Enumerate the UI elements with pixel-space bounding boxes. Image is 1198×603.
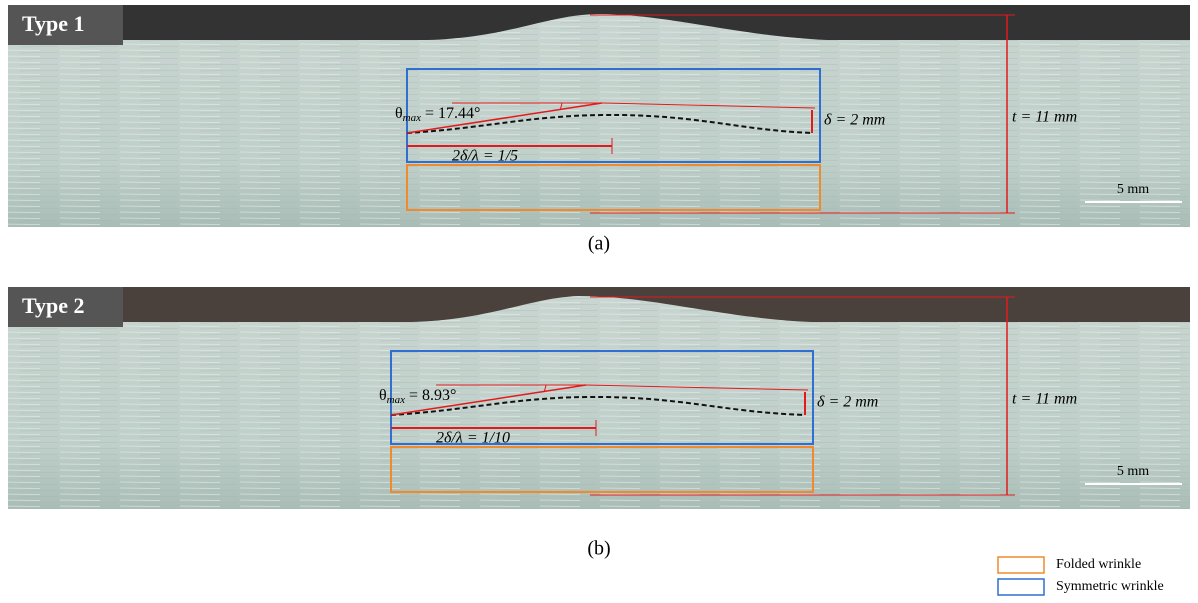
panel-label: Type 1 [22,11,85,36]
panel: Type 1 θmax = 17.44° δ = 2 mm 2δ/λ = 1/5 t = … [8,5,1190,227]
theta-subscript: max [387,394,405,406]
theta-symbol: θ [379,387,387,404]
ratio-label: 2δ/λ = 1/5 [452,148,518,165]
delta-label: δ = 2 mm [824,112,885,129]
figure: Type 1θmax= 17.44°δ = 2 mm2δ/λ = 1/5t = … [0,0,1198,603]
theta-subscript: max [403,112,421,124]
legend-swatch [998,579,1044,595]
thickness-label: t = 11 mm [1012,109,1077,126]
legend-label: Symmetric wrinkle [1056,579,1164,594]
theta-value: = 17.44° [425,105,480,122]
theta-value: = 8.93° [409,387,456,404]
panel: Type 2 θmax = 8.93° δ = 2 mm 2δ/λ = 1/10 t = … [8,287,1190,509]
thickness-label: t = 11 mm [1012,391,1077,408]
scale-label: 5 mm [1117,464,1149,479]
panel-label: Type 2 [22,293,85,318]
ratio-label: 2δ/λ = 1/10 [436,430,510,447]
theta-symbol: θ [395,105,403,122]
caption: (a) [588,233,610,255]
legend-label: Folded wrinkle [1056,557,1141,572]
caption: (b) [587,538,610,560]
scale-label: 5 mm [1117,182,1149,197]
delta-label: δ = 2 mm [817,394,878,411]
legend-swatch [998,557,1044,573]
